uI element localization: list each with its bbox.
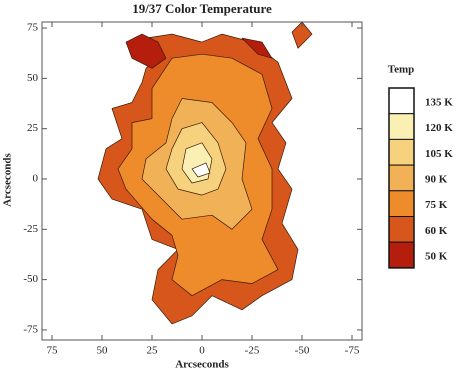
y-tick-label: 25 (27, 122, 39, 134)
legend-label: 135 K (425, 96, 453, 108)
y-tick-label: 50 (27, 72, 39, 84)
contour-region (191, 162, 211, 178)
contour-region (291, 21, 313, 49)
x-tick-label: 75 (47, 345, 59, 357)
chart-title: 19/37 Color Temperature (132, 1, 272, 16)
x-tick-label: -25 (245, 345, 260, 357)
x-tick-label: 50 (97, 345, 109, 357)
contour-region (241, 37, 273, 59)
legend-label: 90 K (425, 173, 448, 185)
x-axis-label: Arcseconds (175, 359, 229, 371)
legend-label: 105 K (425, 148, 453, 160)
legend-label: 50 K (425, 251, 448, 263)
legend-swatch (388, 241, 415, 269)
legend-swatch (388, 87, 415, 115)
legend-label: 120 K (425, 122, 453, 134)
x-tick-label: 25 (147, 345, 159, 357)
legend-swatch (388, 216, 415, 243)
y-tick-label: -50 (23, 273, 38, 285)
legend-swatch (388, 113, 415, 140)
legend-swatch (388, 190, 415, 218)
x-tick-label: -75 (345, 345, 360, 357)
y-tick-label: 0 (33, 173, 39, 185)
legend-frame (388, 87, 415, 269)
y-tick-label: 75 (27, 22, 39, 34)
y-tick-label: -25 (23, 223, 38, 235)
legend-label: 75 K (425, 199, 448, 211)
legend-label: 60 K (425, 225, 448, 237)
contour-region (125, 33, 167, 69)
legend-swatch (388, 138, 415, 166)
y-tick-label: -75 (23, 323, 38, 335)
x-tick-label: 0 (199, 345, 205, 357)
legend-swatch (388, 164, 415, 192)
x-tick-label: -50 (295, 345, 310, 357)
legend-title: Temp (388, 64, 415, 76)
y-axis-label: Arcseconds (2, 152, 14, 206)
